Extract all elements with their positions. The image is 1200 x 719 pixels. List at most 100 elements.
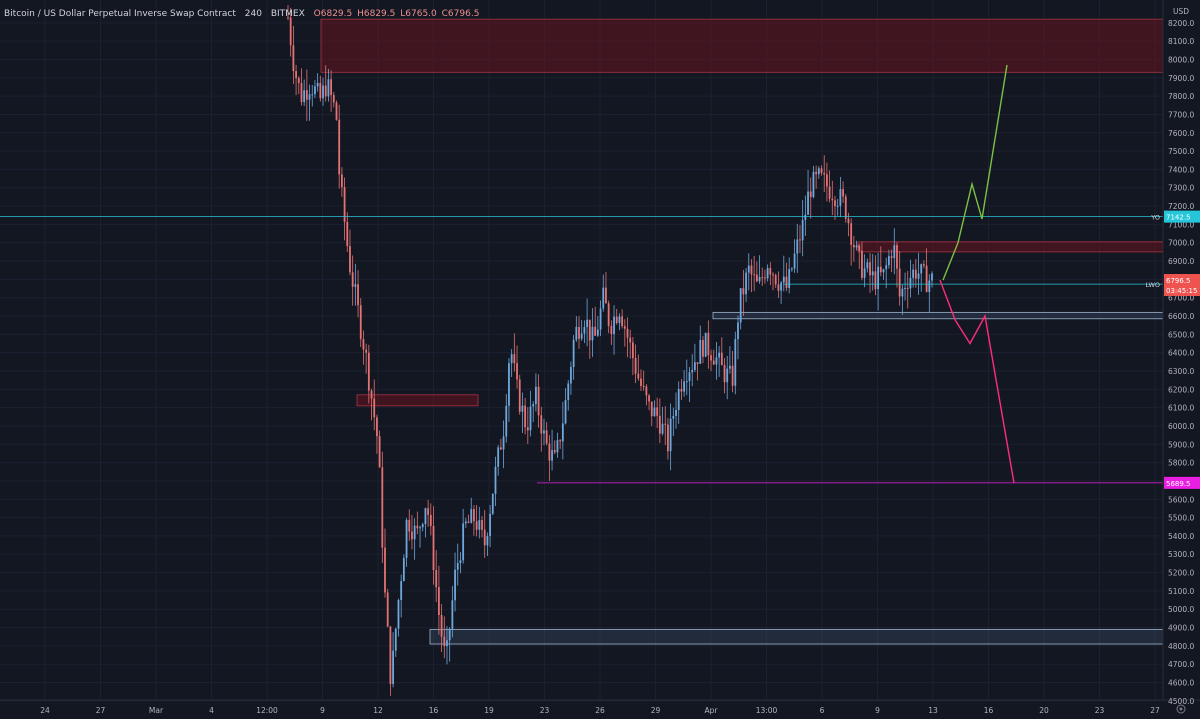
candle-body <box>648 395 650 402</box>
candle-body <box>774 275 777 285</box>
time-tick-label: 26 <box>595 706 605 715</box>
candle-body <box>532 404 535 407</box>
candle-body <box>920 264 923 274</box>
time-tick-label: 16 <box>429 706 439 715</box>
candle-body <box>319 82 322 99</box>
candle-body <box>747 265 750 273</box>
candle-body <box>871 271 874 276</box>
price-tick-label: 6900.0 <box>1168 257 1194 266</box>
candle-body <box>842 189 844 197</box>
candle-body <box>408 519 411 532</box>
symbol-name[interactable]: Bitcoin / US Dollar Perpetual Inverse Sw… <box>4 9 236 19</box>
candle-body <box>661 423 664 434</box>
candle-body <box>796 239 799 254</box>
candle-body <box>718 352 721 358</box>
high-value: H6829.5 <box>357 9 396 19</box>
candle-body <box>710 355 712 361</box>
candle-body <box>389 626 392 685</box>
candle-body <box>521 405 524 412</box>
candle-body <box>753 274 756 276</box>
candle-body <box>863 268 866 278</box>
candle-body <box>691 369 694 373</box>
candle-body <box>677 388 680 410</box>
time-tick-label: 24 <box>40 706 50 715</box>
price-tick-label: 6000.0 <box>1168 422 1194 431</box>
candle-body <box>726 368 729 383</box>
candle-body <box>685 381 688 383</box>
candle-body <box>575 326 578 340</box>
candle-body <box>723 365 726 383</box>
candle-body <box>799 239 801 241</box>
candle-body <box>526 427 529 431</box>
time-tick-label: 13 <box>928 706 938 715</box>
supply-zone <box>857 241 1164 253</box>
candle-body <box>642 385 645 387</box>
candle-body <box>729 365 731 369</box>
candle-body <box>621 316 624 327</box>
candle-body <box>564 400 567 424</box>
candle-body <box>529 406 532 431</box>
zones-layer <box>320 18 1164 645</box>
candle-body <box>580 333 583 339</box>
candle-body <box>637 373 640 379</box>
supply-zone <box>356 394 479 407</box>
candle-body <box>553 450 556 453</box>
candle-body <box>578 326 580 339</box>
price-tick-label: 6200.0 <box>1168 385 1194 394</box>
price-tick-label: 5600.0 <box>1168 495 1194 504</box>
candle-body <box>632 342 634 359</box>
candle-body <box>429 514 432 526</box>
candle-body <box>419 527 421 529</box>
candle-body <box>766 268 769 279</box>
candle-body <box>340 174 343 188</box>
candle-body <box>583 327 586 334</box>
levels-layer <box>0 216 1163 484</box>
candle-body <box>761 277 764 279</box>
candle-body <box>669 418 672 452</box>
candle-body <box>836 205 839 207</box>
candle-body <box>289 17 292 46</box>
level-price-tag-bg <box>1164 476 1200 489</box>
candle-body <box>440 615 443 637</box>
candle-body <box>745 272 747 295</box>
candle-body <box>755 274 758 282</box>
candle-body <box>672 415 675 419</box>
time-tick-label: 9 <box>875 706 880 715</box>
time-axis[interactable]: 24 27 Mar 4 12:00 9 12 16 19 23 26 29 Apr 13:00 6 9 13 16… <box>40 706 1160 715</box>
candle-body <box>508 363 510 406</box>
time-tick-label: 20 <box>1039 706 1049 715</box>
time-tick-label: 29 <box>651 706 661 715</box>
candle-body <box>540 415 543 434</box>
candle-body <box>446 640 448 647</box>
candle-body <box>370 390 373 399</box>
chart-header: Bitcoin / US Dollar Perpetual Inverse Sw… <box>4 9 481 19</box>
time-tick-label: 12 <box>373 706 383 715</box>
candle-body <box>516 363 518 380</box>
candle-body <box>828 186 831 199</box>
candle-body <box>567 383 570 401</box>
candle-body <box>386 592 389 627</box>
candle-body <box>852 244 855 248</box>
candle-body <box>928 280 931 292</box>
candle-body <box>917 273 920 279</box>
candle-body <box>605 287 607 304</box>
time-tick-label: 4 <box>209 706 214 715</box>
price-axis[interactable]: 4500.0 4600.0 4700.0 4800.0 4900.0 5000.0 5100… <box>1168 19 1194 706</box>
candle-body <box>594 326 597 336</box>
candle-body <box>804 214 807 220</box>
settings-icon[interactable] <box>1176 704 1186 714</box>
price-tick-label: 5100.0 <box>1168 587 1194 596</box>
candle-body <box>551 450 553 461</box>
level-side-label: YO <box>1150 214 1160 222</box>
interval-label[interactable]: 240 <box>244 9 262 19</box>
candle-body <box>683 381 686 392</box>
candle-body <box>696 362 699 364</box>
price-tick-label: 7600.0 <box>1168 129 1194 138</box>
candle-body <box>373 398 376 418</box>
candle-body <box>861 250 863 278</box>
candle-body <box>901 288 904 297</box>
candle-body <box>758 277 761 282</box>
candle-body <box>855 245 858 248</box>
price-tick-label: 5400.0 <box>1168 532 1194 541</box>
